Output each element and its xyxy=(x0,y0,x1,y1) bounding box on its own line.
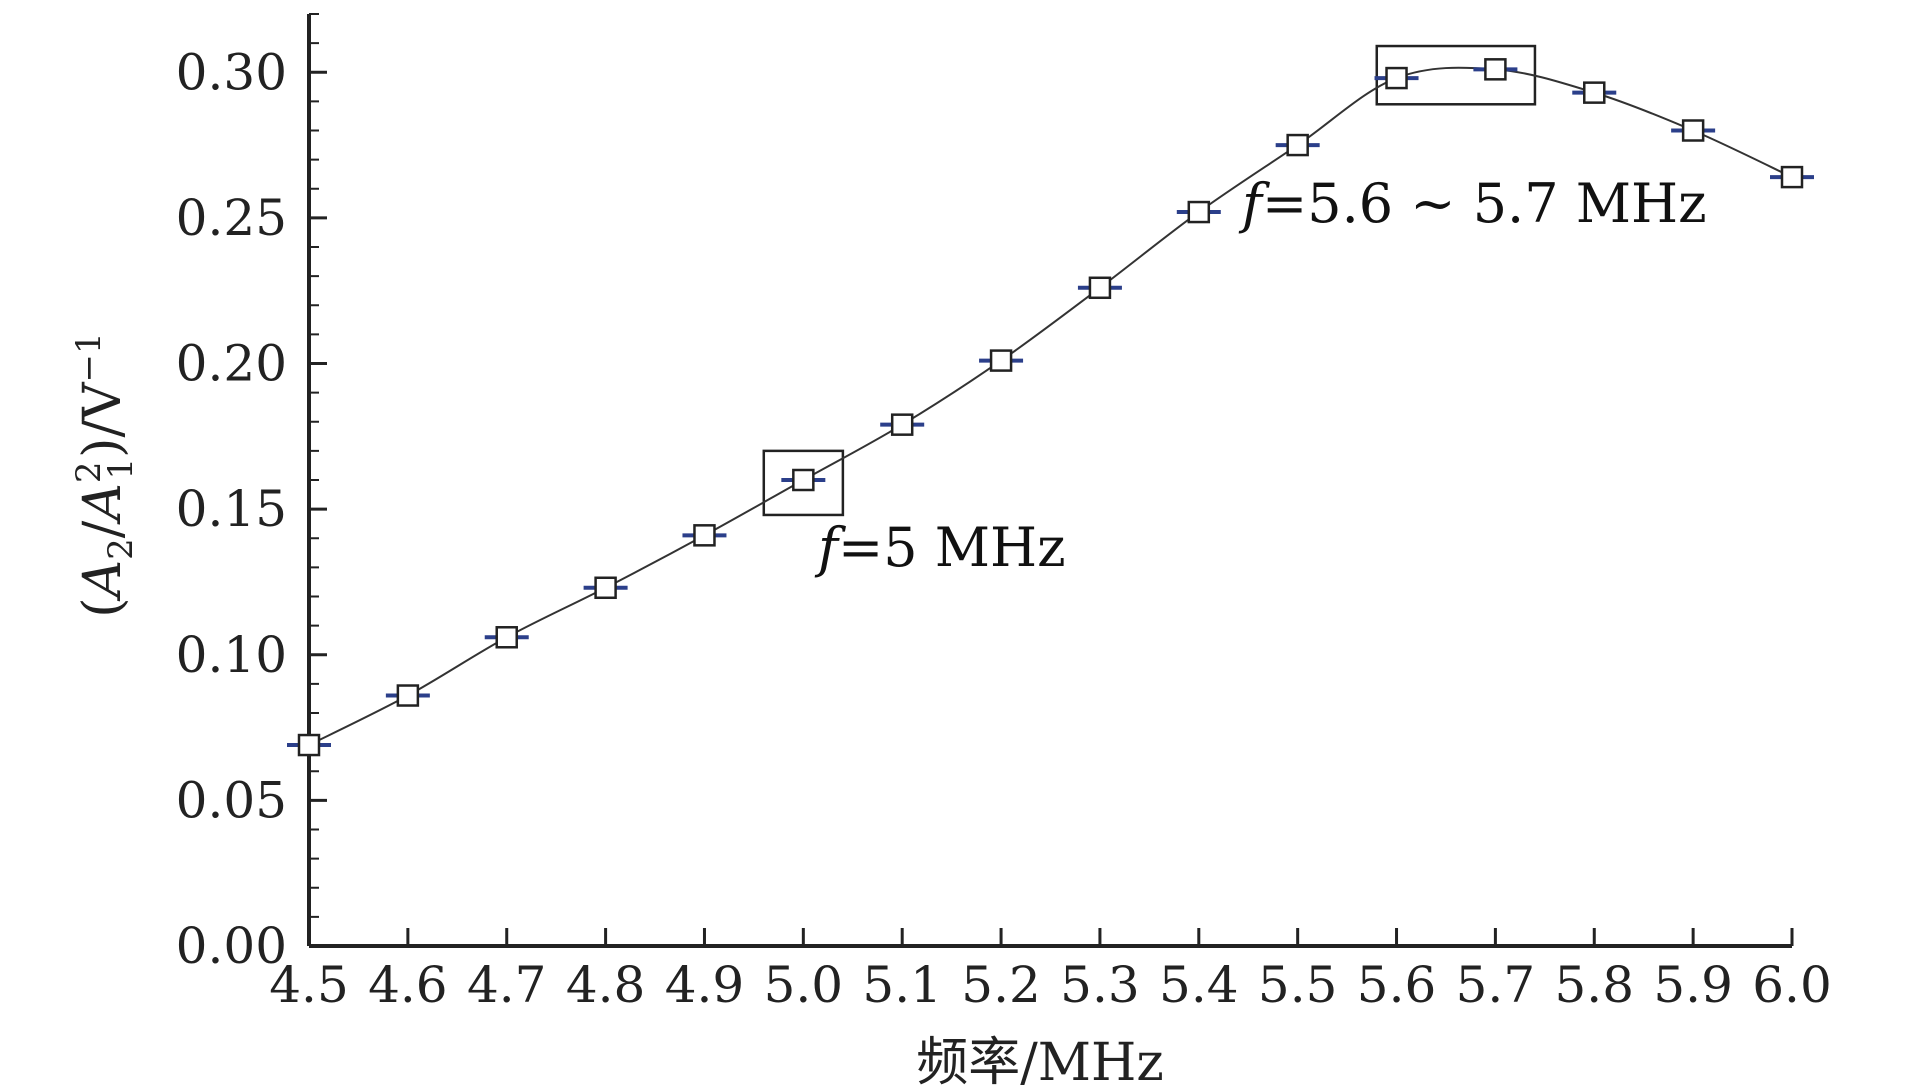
data-point xyxy=(693,524,716,547)
x-axis: 4.5 4.6 4.7 4.8 4.9 5.0 5.1 5.2 5.3 5.4 5.5 5.6 5.7 5… xyxy=(269,928,1832,1014)
y-tick-label: 0.00 xyxy=(176,917,287,975)
x-tick-label: 5.0 xyxy=(764,956,844,1014)
svg-text:(A2/A21)/V−1: (A2/A21)/V−1 xyxy=(69,332,141,617)
data-point xyxy=(1286,133,1309,157)
annotation-f5: f=5 MHz xyxy=(814,516,1066,579)
y-title-a1-sub: 1 xyxy=(101,458,141,480)
data-point xyxy=(1385,66,1408,90)
x-axis-title: 频率/MHz xyxy=(916,1033,1164,1090)
series-line xyxy=(308,66,1793,746)
data-line-layer xyxy=(308,66,1793,746)
x-tick-label: 4.9 xyxy=(665,956,745,1014)
annotation-f56-57: f=5.6 ~ 5.7 MHz xyxy=(1238,172,1707,235)
y-axis: 0.00 0.05 0.10 0.15 0.20 0.25 0.30 xyxy=(176,13,327,975)
x-tick-label: 6.0 xyxy=(1752,956,1832,1014)
data-point xyxy=(396,684,420,707)
y-tick-label: 0.10 xyxy=(176,626,287,684)
annotation-boxes xyxy=(762,44,1537,517)
x-tick-label: 5.3 xyxy=(1060,956,1140,1014)
data-point xyxy=(1681,119,1705,142)
y-tick-label: 0.25 xyxy=(176,189,287,247)
annotation-box xyxy=(762,449,845,517)
data-point xyxy=(1583,81,1606,104)
y-title-a1-sup: 2 xyxy=(69,461,109,483)
y-tick-label: 0.05 xyxy=(176,771,287,829)
y-title-a2-sub: 2 xyxy=(101,538,141,560)
x-tick-label: 5.6 xyxy=(1357,956,1437,1014)
data-point xyxy=(297,733,321,757)
x-tick-label: 4.8 xyxy=(566,956,646,1014)
y-tick-label: 0.20 xyxy=(176,335,287,393)
data-point xyxy=(1088,276,1112,300)
x-tick-label: 4.5 xyxy=(269,956,349,1014)
data-point xyxy=(495,626,518,649)
data-point xyxy=(792,468,815,492)
y-axis-title: (A2/A21)/V−1 xyxy=(69,332,141,617)
data-point xyxy=(1780,165,1804,189)
data-point xyxy=(1484,58,1507,81)
data-point xyxy=(1187,200,1211,224)
y-title-close: ) xyxy=(73,438,133,458)
x-tick-label: 5.5 xyxy=(1258,956,1338,1014)
data-point xyxy=(890,413,914,436)
x-tick-label: 5.9 xyxy=(1653,956,1733,1014)
data-point xyxy=(594,576,617,600)
y-title-a2: A xyxy=(73,560,133,602)
data-point xyxy=(989,349,1013,372)
y-title-open: ( xyxy=(73,597,133,617)
x-tick-label: 5.8 xyxy=(1555,956,1635,1014)
x-tick-label: 5.4 xyxy=(1159,956,1239,1014)
y-tick-label: 0.30 xyxy=(176,43,287,101)
x-tick-label: 4.7 xyxy=(467,956,547,1014)
y-title-a1: A xyxy=(73,483,133,525)
marker-layer xyxy=(297,58,1804,757)
y-tick-label: 0.15 xyxy=(176,480,287,538)
y-title-slash: / xyxy=(73,520,133,538)
y-title-unit-sup: −1 xyxy=(69,332,109,382)
x-tick-label: 5.1 xyxy=(862,956,942,1014)
x-tick-label: 5.7 xyxy=(1456,956,1536,1014)
x-tick-label: 4.6 xyxy=(368,956,448,1014)
y-title-unit: /V xyxy=(73,381,133,438)
x-tick-label: 5.2 xyxy=(961,956,1041,1014)
